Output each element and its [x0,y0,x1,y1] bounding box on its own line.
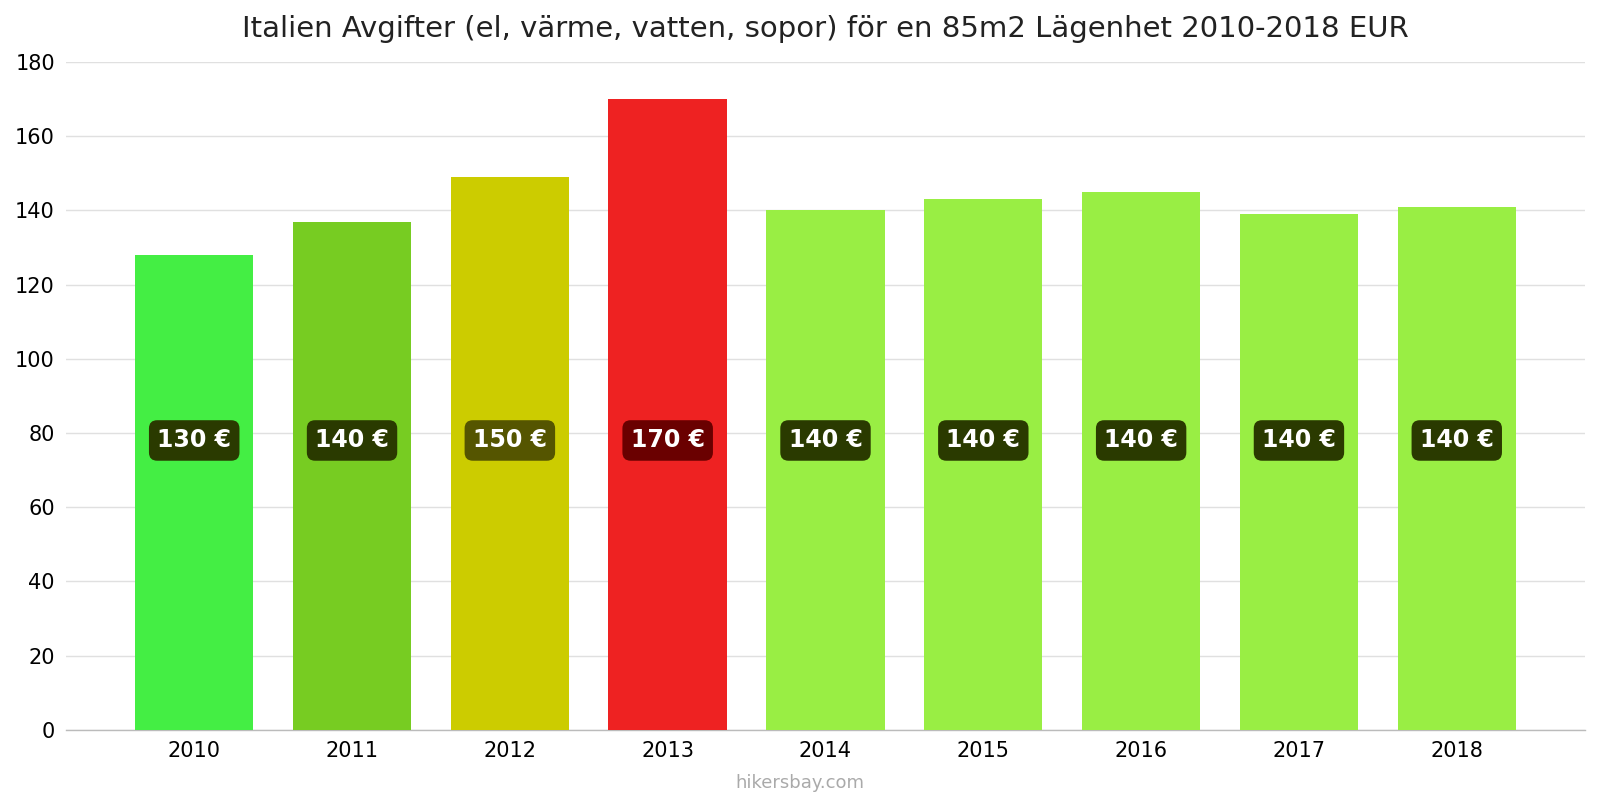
Text: 150 €: 150 € [474,429,547,453]
Text: 140 €: 140 € [315,429,389,453]
Text: 140 €: 140 € [1104,429,1178,453]
Bar [293,222,411,730]
Bar [925,199,1043,730]
Bar [134,255,253,730]
Bar [1397,206,1515,730]
Text: 140 €: 140 € [946,429,1021,453]
Bar [451,177,570,730]
Title: Italien Avgifter (el, värme, vatten, sopor) för en 85m2 Lägenhet 2010-2018 EUR: Italien Avgifter (el, värme, vatten, sop… [242,15,1410,43]
Text: 140 €: 140 € [789,429,862,453]
Text: 140 €: 140 € [1262,429,1336,453]
Bar [608,99,726,730]
Text: hikersbay.com: hikersbay.com [736,774,864,792]
Bar [1082,192,1200,730]
Bar [766,210,885,730]
Text: 130 €: 130 € [157,429,232,453]
Text: 140 €: 140 € [1419,429,1494,453]
Bar [1240,214,1358,730]
Text: 170 €: 170 € [630,429,704,453]
